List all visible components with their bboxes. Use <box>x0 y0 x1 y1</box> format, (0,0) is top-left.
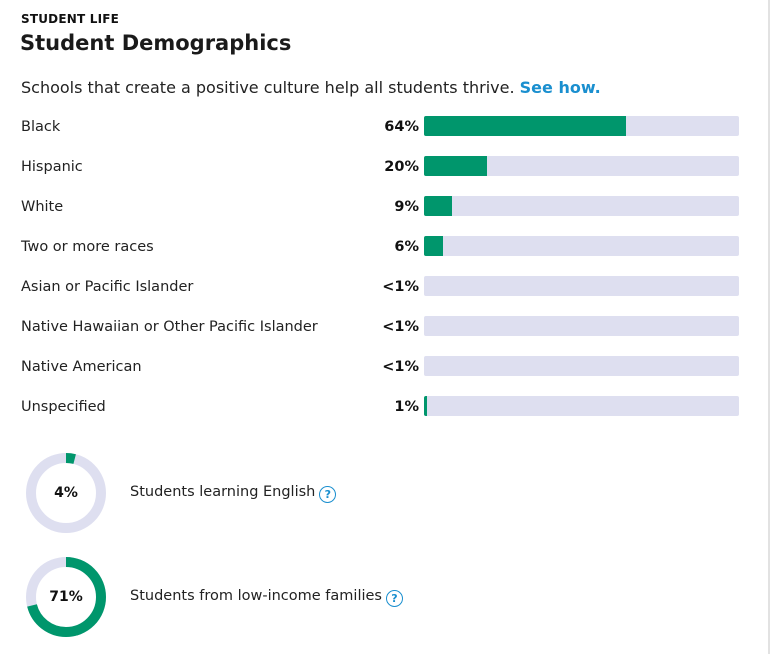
demographic-value: <1% <box>382 279 419 295</box>
demographic-row-native-american: Native American <1% <box>0 352 770 392</box>
demographic-value: 6% <box>394 239 419 255</box>
donut-value: 4% <box>54 485 78 501</box>
donut-chart: 4% <box>25 452 107 534</box>
bar-fill <box>424 196 453 216</box>
demographic-value: <1% <box>382 359 419 375</box>
bar-fill <box>424 236 443 256</box>
bar-track <box>424 196 739 216</box>
demographics-bar-list: Black 64% Hispanic 20% White 9% Two or m… <box>0 112 770 432</box>
bar-track <box>424 116 739 136</box>
bar-fill <box>424 156 487 176</box>
donut-fill <box>26 557 106 637</box>
intro-sentence: Schools that create a positive culture h… <box>21 78 515 97</box>
bar-track <box>424 356 739 376</box>
bar-track <box>424 156 739 176</box>
demographic-label: Native Hawaiian or Other Pacific Islande… <box>21 319 318 335</box>
page-title: Student Demographics <box>20 31 292 55</box>
demographic-row-asian: Asian or Pacific Islander <1% <box>0 272 770 312</box>
section-label: STUDENT LIFE <box>21 12 120 26</box>
bar-fill <box>424 116 626 136</box>
donut-fill <box>26 453 106 533</box>
demographic-row-unspecified: Unspecified 1% <box>0 392 770 432</box>
question-circle-icon[interactable]: ? <box>385 590 403 607</box>
donut-chart: 71% <box>25 556 107 638</box>
demographic-value: 1% <box>394 399 419 415</box>
bar-track <box>424 276 739 296</box>
demographic-value: 20% <box>384 159 419 175</box>
question-circle-icon[interactable]: ? <box>319 486 337 503</box>
bar-fill <box>424 396 428 416</box>
stat-label-text: Students from low-income families <box>130 588 382 604</box>
donut-value: 71% <box>49 589 83 605</box>
demographic-row-hawaiian: Native Hawaiian or Other Pacific Islande… <box>0 312 770 352</box>
donut-svg <box>26 557 106 637</box>
demographic-value: 9% <box>394 199 419 215</box>
see-how-link[interactable]: See how. <box>519 78 601 97</box>
stat-english-learners: 4% Students learning English? <box>25 452 725 534</box>
stat-label-text: Students learning English <box>130 484 316 500</box>
donut-svg <box>26 453 106 533</box>
panel-right-border <box>768 0 770 654</box>
demographic-row-white: White 9% <box>0 192 770 232</box>
demographic-row-two-or-more: Two or more races 6% <box>0 232 770 272</box>
demographic-label: White <box>21 199 64 215</box>
bar-track <box>424 236 739 256</box>
demographic-label: Native American <box>21 359 142 375</box>
stat-label: Students from low-income families? <box>130 588 403 607</box>
demographic-value: 64% <box>384 119 419 135</box>
intro-text: Schools that create a positive culture h… <box>21 78 601 97</box>
demographic-label: Hispanic <box>21 159 83 175</box>
bar-track <box>424 396 739 416</box>
demographic-label: Unspecified <box>21 399 106 415</box>
stat-low-income: 71% Students from low-income families? <box>25 556 725 638</box>
demographic-row-hispanic: Hispanic 20% <box>0 152 770 192</box>
demographic-row-black: Black 64% <box>0 112 770 152</box>
demographic-label: Asian or Pacific Islander <box>21 279 194 295</box>
stat-label: Students learning English? <box>130 484 337 503</box>
demographic-label: Black <box>21 119 61 135</box>
demographic-label: Two or more races <box>21 239 154 255</box>
bar-track <box>424 316 739 336</box>
demographic-value: <1% <box>382 319 419 335</box>
